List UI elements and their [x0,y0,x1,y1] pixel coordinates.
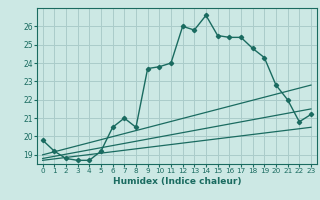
X-axis label: Humidex (Indice chaleur): Humidex (Indice chaleur) [113,177,241,186]
